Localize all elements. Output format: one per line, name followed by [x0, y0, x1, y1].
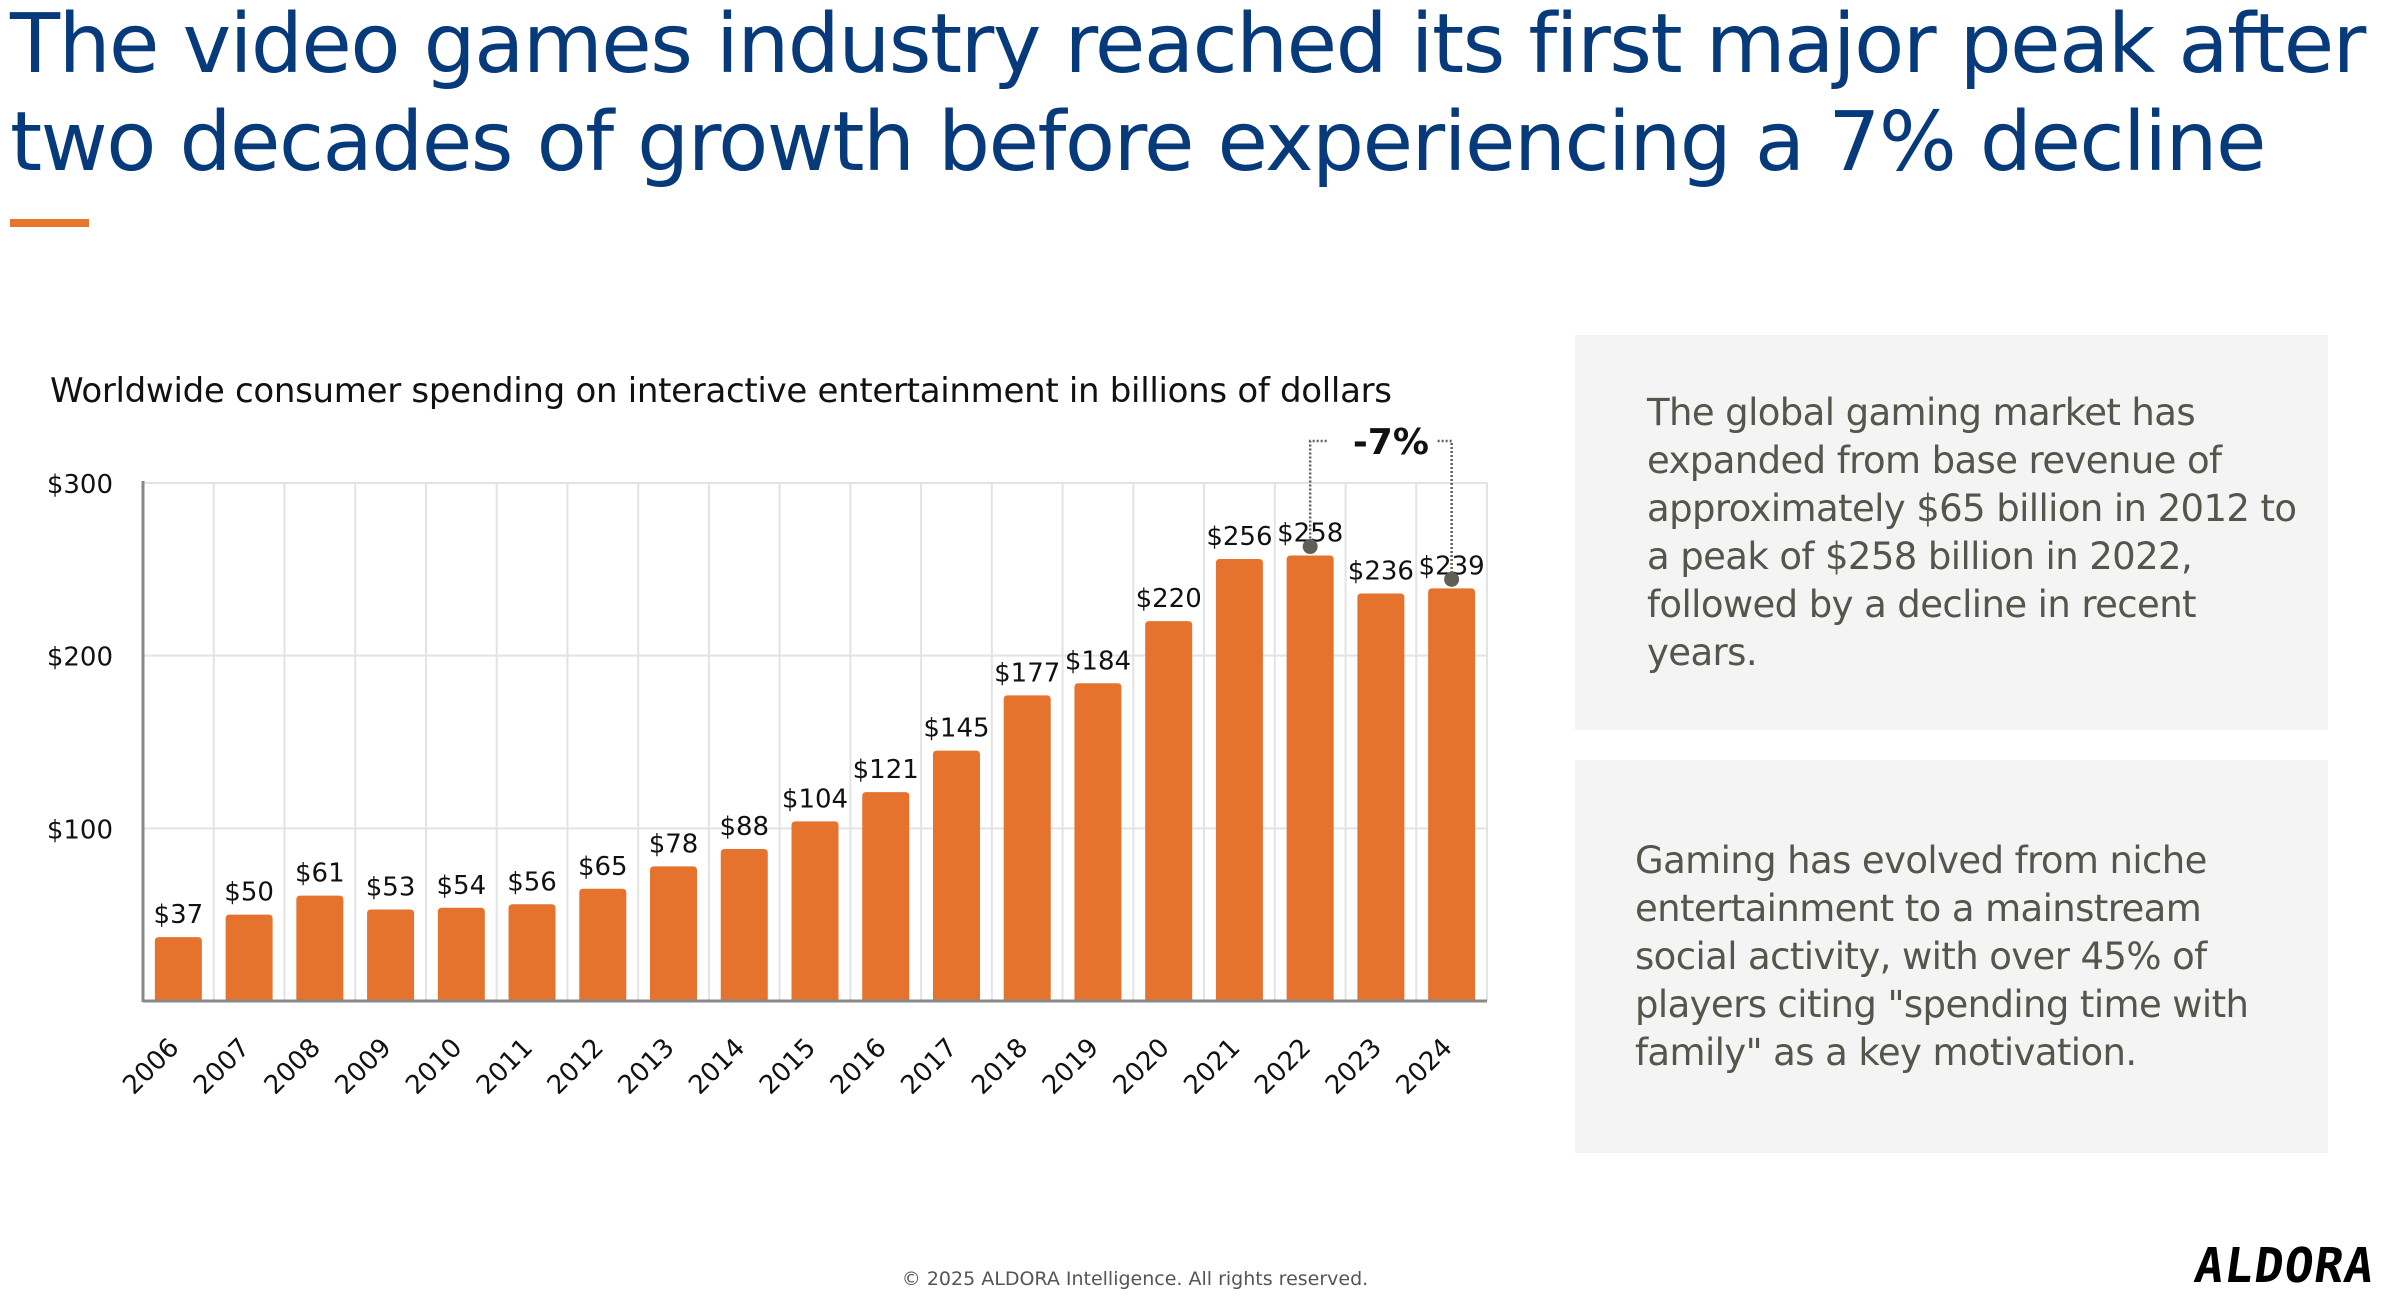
x-tick-label: 2023 — [1320, 1033, 1388, 1101]
x-tick-label: 2018 — [966, 1033, 1034, 1101]
value-label: $54 — [436, 871, 486, 901]
x-tick-label: 2016 — [825, 1033, 893, 1101]
bar-2013 — [650, 866, 698, 1001]
value-label: $50 — [224, 878, 274, 908]
x-tick-label: 2015 — [754, 1033, 822, 1101]
x-tick-label: 2024 — [1391, 1033, 1459, 1101]
bar-2012 — [579, 888, 627, 1001]
value-label: $184 — [1065, 646, 1131, 676]
info-box-text: The global gaming market has expanded fr… — [1647, 390, 2297, 674]
bar-2010 — [437, 907, 485, 1001]
value-label: $121 — [853, 755, 919, 785]
bar-2018 — [1003, 695, 1051, 1001]
value-label: $256 — [1206, 522, 1272, 552]
chart-annotation: -7% — [1302, 422, 1460, 587]
bar-2009 — [367, 909, 415, 1001]
bar-2023 — [1357, 593, 1405, 1001]
bar-2008 — [296, 895, 344, 1001]
x-tick-label: 2013 — [612, 1033, 680, 1101]
x-tick-label: 2007 — [188, 1033, 256, 1101]
bar-2019 — [1074, 683, 1122, 1001]
title-accent-bar — [10, 219, 89, 227]
value-label: $104 — [782, 784, 848, 814]
annotation-marker-end — [1444, 571, 1460, 587]
x-tick-label: 2012 — [542, 1033, 610, 1101]
value-label: $88 — [719, 812, 769, 842]
copyright-text: © 2025 ALDORA Intelligence. All rights r… — [901, 1268, 1369, 1290]
bar-2020 — [1145, 621, 1193, 1001]
bar-2011 — [508, 904, 556, 1001]
x-tick-label: 2017 — [895, 1033, 963, 1101]
x-tick-label: 2011 — [471, 1033, 539, 1101]
value-label: $65 — [578, 852, 628, 882]
x-tick-label: 2014 — [683, 1033, 751, 1101]
bar-2024 — [1428, 588, 1476, 1001]
info-box-social-gaming: Gaming has evolved from niche entertainm… — [1575, 760, 2328, 1153]
y-tick-label: $100 — [47, 815, 113, 845]
value-label: $145 — [923, 714, 989, 744]
y-tick-label: $200 — [47, 643, 113, 673]
bar-2022 — [1286, 555, 1334, 1001]
chart-axes — [141, 481, 1487, 1003]
annotation-bracket-left — [1308, 439, 1329, 547]
bar-2015 — [791, 821, 839, 1001]
aldora-logo: ALDORA — [2191, 1238, 2379, 1294]
x-tick-label: 2022 — [1249, 1033, 1317, 1101]
info-box-text: Gaming has evolved from niche entertainm… — [1635, 838, 2249, 1074]
chart-labels: $100 $200 $300 $37 2006 $50 2007 $61 2008 $53 2009… — [47, 470, 1485, 1101]
value-label: $53 — [366, 872, 416, 902]
x-tick-label: 2021 — [1178, 1033, 1246, 1101]
x-tick-label: 2009 — [330, 1033, 398, 1101]
x-tick-label: 2006 — [117, 1033, 185, 1101]
value-label: $37 — [154, 900, 204, 930]
value-label: $61 — [295, 859, 345, 889]
x-tick-label: 2008 — [259, 1033, 327, 1101]
chart-gridlines — [143, 482, 1488, 1001]
bar-chart: Worldwide consumer spending on interacti… — [47, 371, 1488, 1101]
annotation-marker-start — [1302, 539, 1318, 555]
x-tick-label: 2020 — [1108, 1033, 1176, 1101]
value-label: $220 — [1136, 584, 1202, 614]
bar-2006 — [154, 937, 202, 1001]
chart-title: Worldwide consumer spending on interacti… — [50, 371, 1392, 411]
bar-2017 — [932, 750, 980, 1001]
annotation-bracket-right — [1437, 439, 1453, 580]
annotation-label: -7% — [1353, 422, 1429, 463]
x-tick-label: 2010 — [400, 1033, 468, 1101]
value-label: $56 — [507, 867, 557, 897]
y-tick-label: $300 — [47, 470, 113, 500]
bar-2007 — [225, 914, 273, 1001]
slide-title-line-2: two decades of growth before experiencin… — [10, 95, 2266, 190]
bar-2021 — [1215, 558, 1263, 1001]
value-label: $177 — [994, 658, 1060, 688]
bar-2014 — [720, 849, 768, 1001]
slide-title-line-1: The video games industry reached its fir… — [10, 0, 2366, 92]
info-box-market-growth: The global gaming market has expanded fr… — [1575, 335, 2328, 730]
slide-title: The video games industry reached its fir… — [10, 0, 2380, 192]
footer: © 2025 ALDORA Intelligence. All rights r… — [0, 1268, 2330, 1290]
chart-bars — [154, 555, 1476, 1001]
x-tick-label: 2019 — [1037, 1033, 1105, 1101]
value-label: $78 — [649, 829, 699, 859]
bar-2016 — [862, 792, 910, 1001]
value-label: $236 — [1348, 557, 1414, 587]
